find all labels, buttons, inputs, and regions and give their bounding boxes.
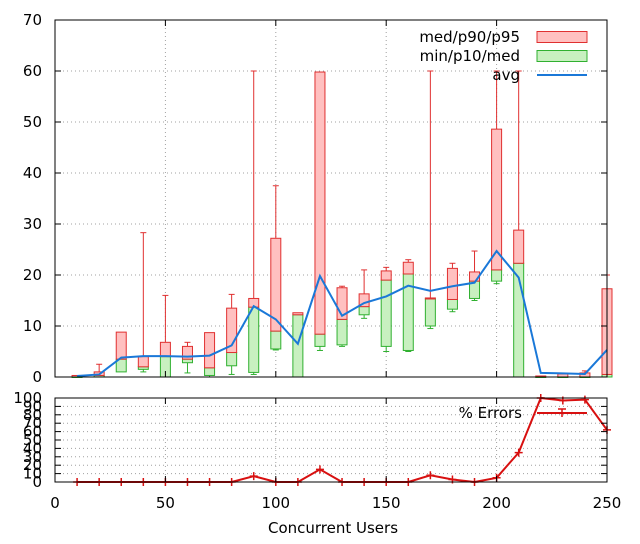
- legend-swatch-upper: [536, 31, 588, 43]
- box-lower: [181, 358, 193, 364]
- legend-marker-errors: [558, 408, 566, 417]
- box-upper: [204, 332, 216, 369]
- box-upper: [292, 312, 304, 316]
- errors-point: [580, 395, 589, 404]
- legend-label-errors: % Errors: [459, 404, 523, 422]
- box-upper: [115, 331, 127, 360]
- y-tick-label-errors: 90: [23, 397, 42, 415]
- box-upper: [137, 356, 149, 368]
- x-axis-label: Concurrent Users: [268, 519, 398, 537]
- y-tick-label-errors: 20: [23, 456, 42, 474]
- box-upper: [159, 341, 171, 358]
- box-upper: [380, 270, 392, 281]
- box-upper: [358, 293, 370, 308]
- box-upper: [336, 287, 348, 320]
- legend-label-avg: avg: [492, 66, 520, 84]
- legend-swatch-lower: [536, 50, 588, 62]
- box-upper: [181, 345, 193, 360]
- box-lower: [204, 367, 216, 376]
- box-lower: [424, 298, 436, 327]
- legend-label-lower: min/p10/med: [420, 47, 520, 65]
- plot-frame-top: [54, 19, 608, 378]
- y-tick-label: 30: [23, 215, 42, 233]
- errors-point: [514, 448, 523, 457]
- box-upper: [226, 307, 238, 354]
- y-tick-label: 0: [32, 368, 42, 386]
- box-upper: [513, 229, 525, 264]
- x-tick-label: 0: [50, 494, 60, 512]
- y-tick-label: 60: [23, 62, 42, 80]
- y-tick-label-errors: 10: [23, 465, 42, 483]
- box-upper: [314, 71, 326, 335]
- y-tick-label-errors: 40: [23, 439, 42, 457]
- box-upper: [424, 297, 436, 300]
- legend-label-upper: med/p90/p95: [419, 28, 520, 46]
- errors-point: [426, 471, 435, 480]
- box-upper: [270, 237, 282, 332]
- avg-line: [77, 249, 608, 377]
- y-tick-label: 20: [23, 266, 42, 284]
- y-tick-label-errors: 60: [23, 423, 42, 441]
- box-lower: [270, 330, 282, 350]
- y-tick-label-errors: 70: [23, 414, 42, 432]
- box-lower: [226, 352, 238, 367]
- box-lower: [314, 333, 326, 347]
- box-lower: [358, 306, 370, 316]
- box-upper: [402, 261, 414, 275]
- y-tick-label: 10: [23, 317, 42, 335]
- box-lower: [292, 314, 304, 378]
- x-tick-label: 150: [372, 494, 401, 512]
- y-tick-label-errors: 50: [23, 431, 42, 449]
- x-tick-label: 50: [156, 494, 175, 512]
- errors-point: [249, 472, 258, 481]
- box-upper: [446, 267, 458, 300]
- y-tick-label: 40: [23, 164, 42, 182]
- y-tick-label: 70: [23, 11, 42, 29]
- x-tick-label: 250: [593, 494, 622, 512]
- x-tick-label: 200: [482, 494, 511, 512]
- box-lower: [491, 269, 503, 282]
- x-tick-label: 100: [261, 494, 290, 512]
- y-tick-label-errors: 100: [13, 389, 42, 407]
- errors-point: [315, 465, 324, 474]
- box-lower: [446, 298, 458, 310]
- box-lower: [380, 279, 392, 347]
- y-tick-label-errors: 30: [23, 448, 42, 466]
- y-tick-label: 50: [23, 113, 42, 131]
- y-tick-label-errors: 0: [32, 473, 42, 491]
- box-lower: [248, 306, 260, 373]
- box-lower: [336, 318, 348, 346]
- y-tick-label-errors: 80: [23, 406, 42, 424]
- box-upper: [491, 128, 503, 271]
